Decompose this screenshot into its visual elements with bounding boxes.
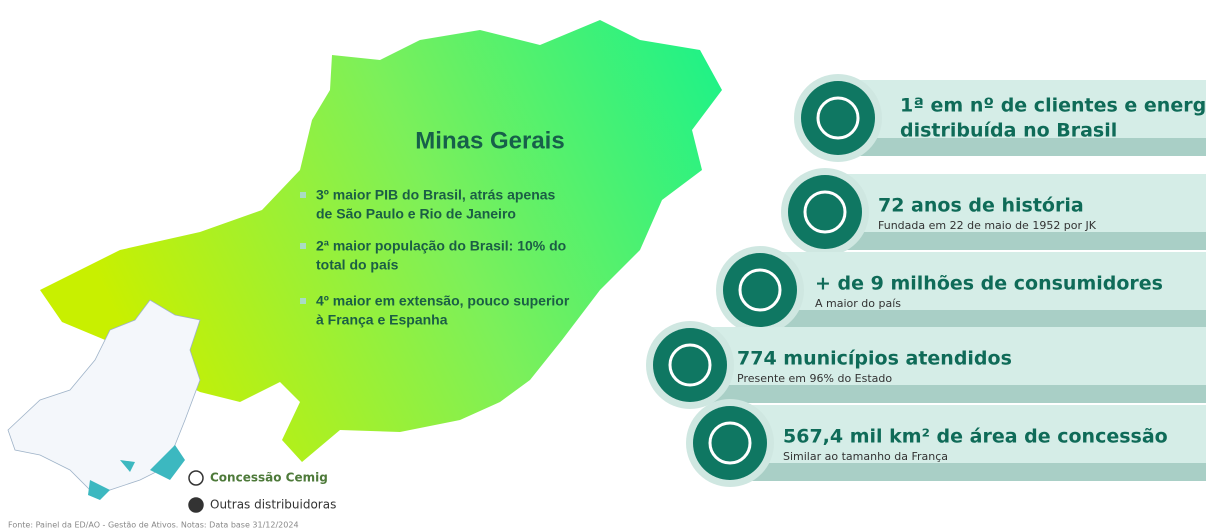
- legend-swatch: [188, 470, 204, 486]
- stat-icon-glyph: [668, 343, 712, 387]
- legend-swatch: [188, 497, 204, 513]
- state-map: [40, 20, 722, 462]
- stat-subtitle: Fundada em 22 de maio de 1952 por JK: [878, 219, 1097, 232]
- stat-band-shade: [838, 138, 1206, 156]
- stat-band-shade: [760, 310, 1206, 328]
- stat-icon: [693, 406, 767, 480]
- legend-label: Concessão Cemig: [210, 471, 328, 485]
- bullet-text: à França e Espanha: [316, 312, 448, 328]
- stat-icon-glyph: [803, 190, 847, 234]
- stat-title: + de 9 milhões de consumidores: [815, 273, 1163, 295]
- stat-subtitle: Presente em 96% do Estado: [737, 372, 892, 385]
- bullet-text: total do país: [316, 257, 399, 273]
- small-map: [7, 299, 201, 500]
- stat-title: 1ª em nº de clientes e energia: [900, 95, 1206, 117]
- stat-icon: [801, 81, 875, 155]
- stat-icon: [723, 253, 797, 327]
- bullet-text: 4º maior em extensão, pouco superior: [316, 293, 570, 309]
- bullet-marker: [300, 192, 306, 198]
- stat-icon-glyph: [738, 268, 782, 312]
- legend-label: Outras distribuidoras: [210, 498, 336, 512]
- stat-title: 72 anos de história: [878, 195, 1084, 217]
- source-note: Fonte: Painel da ED/AO - Gestão de Ativo…: [8, 521, 299, 530]
- bullet-marker: [300, 298, 306, 304]
- stat-title: 774 municípios atendidos: [737, 348, 1012, 370]
- bullet-text: de São Paulo e Rio de Janeiro: [316, 206, 516, 222]
- stat-icon: [788, 175, 862, 249]
- stat-band-shade: [690, 385, 1206, 403]
- stat-icon-glyph: [816, 96, 860, 140]
- stat-subtitle: A maior do país: [815, 297, 901, 310]
- bullet-text: 2ª maior população do Brasil: 10% do: [316, 238, 566, 254]
- stat-title: distribuída no Brasil: [900, 120, 1117, 142]
- stat-subtitle: Similar ao tamanho da França: [783, 450, 948, 463]
- stat-title: 567,4 mil km² de área de concessão: [783, 426, 1168, 448]
- stat-band-shade: [825, 232, 1206, 250]
- bullet-marker: [300, 243, 306, 249]
- stat-band-shade: [730, 463, 1206, 481]
- stat-icon: [653, 328, 727, 402]
- stat-icon-glyph: [708, 421, 752, 465]
- bullet-text: 3º maior PIB do Brasil, atrás apenas: [316, 187, 556, 203]
- map-title: Minas Gerais: [415, 127, 564, 154]
